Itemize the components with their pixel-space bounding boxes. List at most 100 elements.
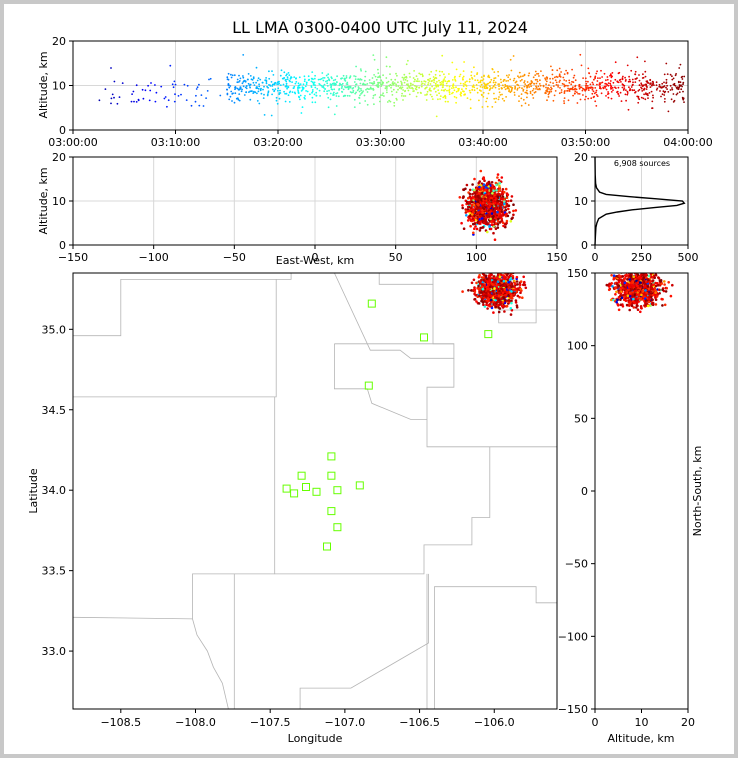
plan-view-point — [488, 302, 492, 306]
east-west-point — [499, 206, 503, 210]
time-altitude-point — [516, 87, 519, 90]
time-altitude-point — [238, 74, 240, 77]
time-altitude-point — [385, 89, 388, 91]
time-altitude-point — [677, 88, 680, 90]
time-altitude-point — [395, 83, 397, 86]
time-altitude-point — [416, 78, 419, 80]
time-altitude-point — [451, 79, 454, 81]
time-altitude-point — [256, 92, 258, 95]
time-altitude-point — [567, 99, 570, 102]
north-south-point — [607, 288, 611, 292]
east-west-point — [473, 188, 476, 192]
time-altitude-point — [585, 82, 588, 85]
time-altitude-point — [412, 83, 414, 86]
time-altitude-point — [228, 98, 231, 101]
time-altitude-point — [594, 77, 596, 80]
time-altitude-point — [405, 75, 408, 78]
time-altitude-point — [275, 96, 278, 99]
time-altitude-point — [373, 74, 375, 76]
time-altitude-point — [355, 83, 358, 86]
north-south-point — [656, 264, 659, 267]
time-altitude-point — [183, 83, 186, 86]
east-west-point — [505, 219, 509, 223]
time-altitude-point — [560, 71, 562, 73]
time-altitude-point — [325, 80, 327, 83]
time-altitude-point — [244, 86, 247, 89]
time-altitude-point — [523, 81, 525, 84]
time-altitude-point — [346, 83, 349, 86]
time-altitude-point — [625, 89, 627, 91]
plan-view-point — [494, 268, 497, 271]
east-west-point — [477, 222, 481, 225]
time-altitude-point — [622, 75, 624, 78]
time-altitude-point — [385, 77, 388, 79]
east-west-point — [467, 196, 470, 200]
plan-view-point — [494, 299, 498, 302]
plan-view-point — [480, 283, 484, 287]
time-altitude-point — [487, 82, 490, 85]
time-altitude-point — [519, 75, 522, 78]
time-altitude-point — [499, 78, 502, 81]
time-altitude-point — [584, 77, 587, 80]
time-altitude-point — [596, 80, 599, 82]
time-altitude-point — [397, 88, 399, 91]
time-altitude-point — [592, 87, 594, 89]
time-altitude-point — [460, 92, 463, 95]
time-altitude-point — [585, 88, 588, 91]
plan-view-point — [501, 291, 505, 295]
north-south-point — [647, 298, 651, 301]
time-altitude-point — [301, 106, 304, 108]
time-altitude-point — [425, 99, 428, 101]
east-west-point — [499, 220, 502, 224]
time-altitude-point — [591, 88, 594, 91]
time-altitude-point — [482, 95, 485, 98]
time-altitude-point — [256, 79, 259, 82]
time-altitude-point — [489, 85, 491, 88]
time-altitude-point — [426, 90, 429, 93]
time-altitude-point — [578, 93, 581, 95]
time-altitude-point — [642, 73, 644, 76]
time-altitude-point — [566, 90, 568, 92]
time-altitude-point — [344, 94, 347, 97]
time-altitude-point — [305, 83, 308, 86]
time-altitude-point — [339, 83, 342, 86]
time-altitude-point — [238, 88, 241, 91]
time-altitude-point — [582, 94, 584, 96]
east-west-point — [514, 209, 518, 212]
time-altitude-point — [638, 84, 641, 86]
time-altitude-point — [452, 83, 455, 85]
time-altitude-point — [468, 89, 471, 92]
time-altitude-point — [587, 89, 590, 91]
time-altitude-point — [429, 87, 431, 90]
time-altitude-point — [172, 86, 175, 89]
east-west-point — [479, 169, 483, 173]
time-altitude-point — [326, 82, 329, 85]
time-altitude-point — [247, 78, 249, 81]
county-boundary — [434, 586, 557, 709]
time-altitude-point — [665, 78, 668, 81]
east-west-point — [469, 218, 473, 221]
plan-view-point — [473, 297, 477, 301]
time-altitude-point — [288, 101, 291, 103]
time-altitude-point — [584, 89, 587, 92]
time-altitude-point — [303, 80, 306, 83]
north-south-point — [626, 267, 629, 270]
east-west-point — [494, 192, 497, 196]
time-altitude-point — [130, 100, 133, 103]
time-altitude-point — [670, 98, 673, 101]
plan-view-point — [477, 276, 481, 279]
east-west-point — [483, 179, 486, 182]
plan-view-point — [498, 275, 502, 279]
time-altitude-point — [311, 89, 314, 91]
east-west-point — [474, 210, 477, 214]
north-south-point — [651, 301, 655, 305]
time-altitude-point — [393, 82, 396, 84]
time-altitude-point — [476, 79, 479, 82]
time-altitude-point — [414, 78, 416, 81]
time-altitude-point — [644, 60, 646, 63]
plan-view-point — [503, 305, 506, 308]
altitude-tick-label: 0 — [59, 239, 66, 252]
east-west-point — [481, 226, 485, 229]
time-altitude-point — [493, 79, 495, 82]
plan-view-point — [485, 291, 488, 295]
